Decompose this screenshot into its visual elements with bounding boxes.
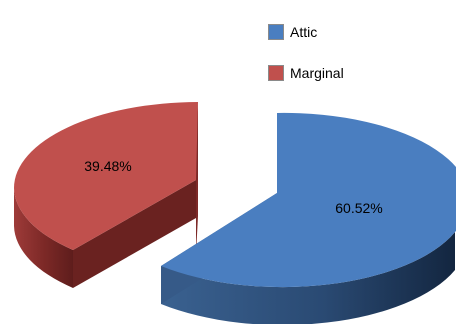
slice-marginal-side — [14, 188, 73, 288]
slice-marginal — [14, 102, 198, 288]
legend: Attic Marginal — [268, 22, 344, 104]
slice-attic-top — [161, 112, 456, 288]
data-label-marginal: 39.48% — [84, 158, 131, 174]
legend-swatch-marginal — [268, 65, 284, 81]
legend-label-attic: Attic — [290, 24, 318, 40]
legend-item-attic: Attic — [268, 22, 344, 42]
data-label-attic: 60.52% — [335, 200, 382, 216]
slice-attic — [161, 112, 456, 324]
slice-marginal-top — [14, 102, 198, 250]
slice-attic-side — [161, 232, 455, 324]
legend-label-marginal: Marginal — [290, 65, 344, 81]
slice-marginal-inner — [73, 180, 196, 288]
legend-swatch-attic — [268, 24, 284, 40]
legend-item-marginal: Marginal — [268, 63, 344, 83]
